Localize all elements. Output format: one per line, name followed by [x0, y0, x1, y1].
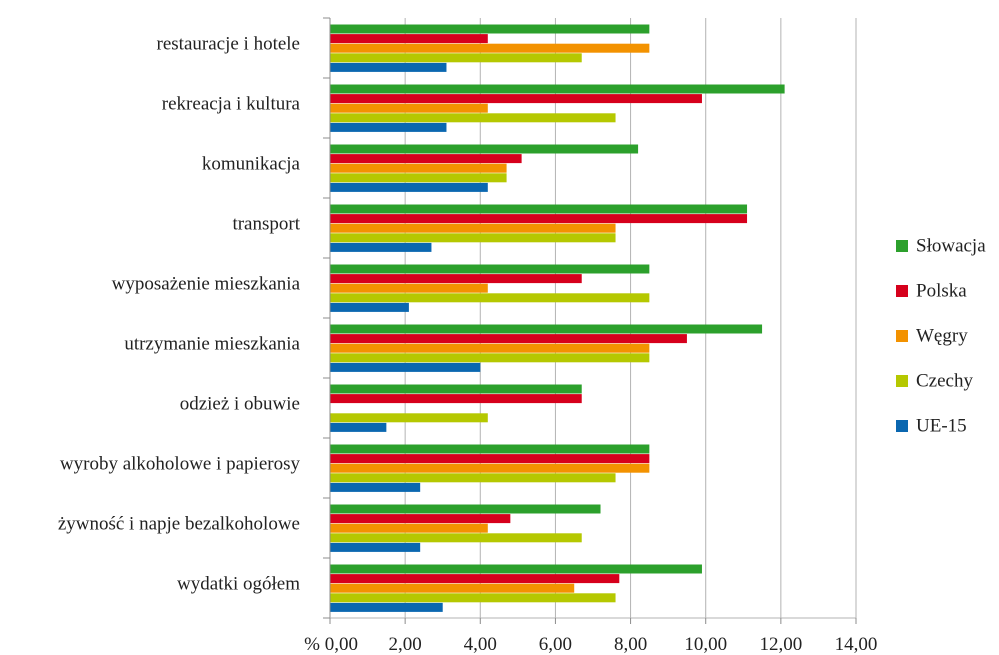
bar	[330, 274, 582, 284]
bar	[330, 84, 785, 94]
category-label: odzież i obuwie	[180, 393, 300, 414]
x-tick-label: 2,00	[389, 634, 422, 655]
bar	[330, 564, 702, 574]
bar	[330, 523, 488, 533]
bar	[330, 574, 620, 584]
bar	[330, 163, 507, 173]
bar	[330, 444, 650, 454]
bar	[330, 182, 488, 192]
category-label: rekreacja i kultura	[162, 93, 301, 114]
bar	[330, 324, 763, 334]
legend-label: Słowacja	[916, 235, 986, 256]
category-label: żywność i napje bezalkoholowe	[58, 513, 300, 534]
bar	[330, 43, 650, 53]
bar	[330, 334, 687, 344]
bar	[330, 602, 443, 612]
legend-label: Węgry	[916, 325, 968, 346]
bar	[330, 463, 650, 473]
bar	[330, 302, 409, 312]
category-label: restauracje i hotele	[157, 33, 300, 54]
category-label: komunikacja	[202, 153, 301, 174]
bar	[330, 384, 582, 394]
category-label: wyroby alkoholowe i papierosy	[60, 453, 301, 474]
x-tick-label: 4,00	[464, 634, 497, 655]
category-label: wydatki ogółem	[177, 573, 300, 594]
x-tick-label: 6,00	[539, 634, 572, 655]
x-tick-label: 14,00	[835, 634, 878, 655]
x-tick-label: 8,00	[614, 634, 647, 655]
bar	[330, 293, 650, 303]
bar	[330, 173, 507, 183]
bar	[330, 422, 387, 432]
bars	[330, 24, 785, 612]
bar	[330, 144, 639, 154]
bar	[330, 353, 650, 363]
category-label: utrzymanie mieszkania	[124, 333, 300, 354]
legend-item[interactable]: Słowacja	[896, 235, 986, 256]
x-tick-label: 12,00	[759, 634, 802, 655]
bar	[330, 94, 702, 104]
legend-item[interactable]: Polska	[896, 280, 967, 301]
bar	[330, 62, 447, 72]
legend-item[interactable]: UE-15	[896, 415, 967, 436]
legend-swatch	[896, 375, 908, 387]
bar	[330, 122, 447, 132]
legend-label: Polska	[916, 280, 967, 301]
bar	[330, 343, 650, 353]
bar	[330, 542, 421, 552]
bar	[330, 34, 488, 44]
legend-swatch	[896, 420, 908, 432]
bar	[330, 204, 748, 214]
bar	[330, 593, 616, 603]
bar	[330, 504, 601, 514]
bar	[330, 454, 650, 464]
bar	[330, 394, 582, 404]
bar	[330, 583, 575, 593]
legend-label: Czechy	[916, 370, 973, 391]
bar	[330, 223, 616, 233]
bar	[330, 103, 488, 113]
category-labels: restauracje i hotele rekreacja i kultura k…	[58, 33, 301, 594]
legend-swatch	[896, 330, 908, 342]
bar	[330, 264, 650, 274]
bar	[330, 482, 421, 492]
bar	[330, 242, 432, 252]
bar	[330, 514, 511, 524]
x-tick-labels: % 0,00 2,00 4,00 6,00 8,00 10,00 12,00 14,00	[304, 634, 877, 655]
legend-item[interactable]: Czechy	[896, 370, 973, 391]
legend-swatch	[896, 240, 908, 252]
bar	[330, 24, 650, 34]
bar	[330, 533, 582, 543]
legend-swatch	[896, 285, 908, 297]
bar	[330, 113, 616, 123]
bar	[330, 362, 481, 372]
x-tick-label: % 0,00	[304, 634, 358, 655]
bar	[330, 214, 748, 224]
legend[interactable]: Słowacja Polska Węgry Czechy UE-15	[896, 235, 986, 436]
bar	[330, 473, 616, 483]
bar	[330, 283, 488, 293]
legend-item[interactable]: Węgry	[896, 325, 968, 346]
category-axis	[323, 17, 857, 624]
bar	[330, 413, 488, 423]
bar	[330, 53, 582, 63]
x-tick-label: 10,00	[684, 634, 727, 655]
bar	[330, 233, 616, 243]
category-label: transport	[232, 213, 300, 234]
category-label: wyposażenie mieszkania	[112, 273, 301, 294]
bar	[330, 154, 522, 164]
legend-label: UE-15	[916, 415, 967, 436]
